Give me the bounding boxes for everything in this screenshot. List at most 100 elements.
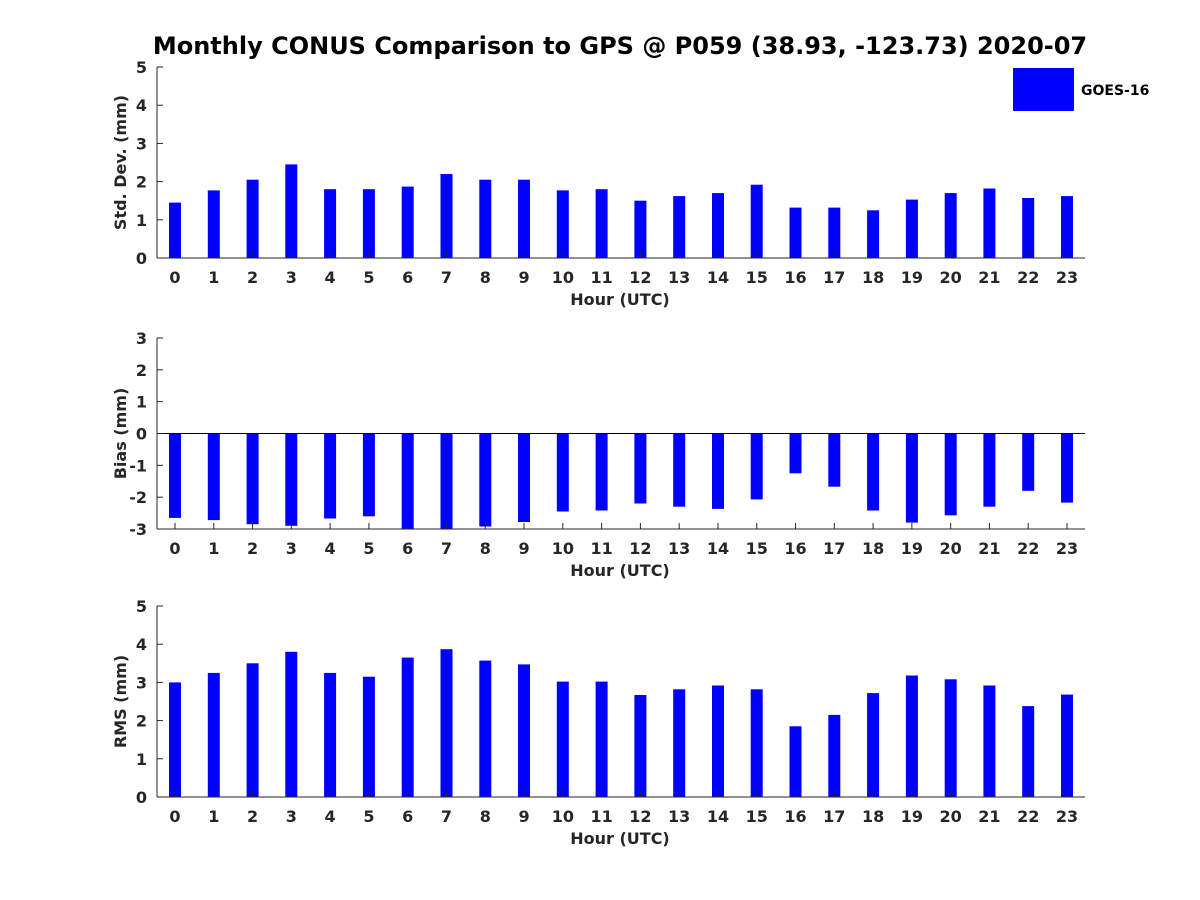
y-tick-label: 5 xyxy=(136,597,147,616)
bar-hour-13 xyxy=(673,689,686,797)
bar-hour-18 xyxy=(867,210,880,259)
x-tick-label: 13 xyxy=(668,807,690,826)
y-axis-label: RMS (mm) xyxy=(111,655,130,748)
x-tick-label: 0 xyxy=(169,268,180,287)
x-tick-label: 15 xyxy=(746,539,768,558)
bar-hour-8 xyxy=(479,433,492,527)
x-tick-label: 0 xyxy=(169,539,180,558)
legend-label: GOES-16 xyxy=(1081,83,1149,99)
x-tick-label: 20 xyxy=(940,807,962,826)
x-tick-label: 11 xyxy=(590,268,612,287)
x-tick-label: 5 xyxy=(363,539,374,558)
bar-hour-17 xyxy=(828,433,841,487)
x-tick-label: 4 xyxy=(325,807,336,826)
legend-swatch xyxy=(1013,68,1074,111)
bar-hour-20 xyxy=(944,433,957,516)
bar-hour-12 xyxy=(634,433,647,504)
bar-hour-9 xyxy=(518,433,530,522)
bar-hour-11 xyxy=(595,681,608,797)
bar-hour-6 xyxy=(401,657,414,797)
x-tick-label: 4 xyxy=(325,268,336,287)
y-tick-label: 1 xyxy=(136,393,147,412)
bar-hour-23 xyxy=(1061,433,1073,503)
x-tick-label: 18 xyxy=(862,807,884,826)
x-tick-label: 4 xyxy=(325,539,336,558)
bar-hour-10 xyxy=(556,681,569,797)
x-tick-label: 11 xyxy=(590,539,612,558)
x-tick-label: 18 xyxy=(862,268,884,287)
bar-hour-4 xyxy=(324,189,337,258)
y-tick-label: 2 xyxy=(136,173,147,192)
bar-hour-16 xyxy=(789,433,802,474)
x-tick-label: 1 xyxy=(208,268,219,287)
x-tick-label: 1 xyxy=(208,539,219,558)
x-tick-label: 16 xyxy=(784,268,806,287)
x-tick-label: 20 xyxy=(940,539,962,558)
bar-hour-20 xyxy=(944,679,957,797)
bar-hour-12 xyxy=(634,695,647,797)
y-tick-label: 2 xyxy=(136,712,147,731)
x-tick-label: 19 xyxy=(901,268,923,287)
bar-hour-2 xyxy=(246,433,259,525)
x-tick-label: 15 xyxy=(746,268,768,287)
y-tick-label: -1 xyxy=(129,456,147,475)
bar-hour-12 xyxy=(634,200,647,258)
x-tick-label: 11 xyxy=(590,807,612,826)
x-tick-label: 1 xyxy=(208,807,219,826)
bar-hour-11 xyxy=(595,189,608,258)
x-tick-label: 17 xyxy=(823,807,845,826)
x-tick-label: 21 xyxy=(978,539,1000,558)
bar-hour-14 xyxy=(712,685,724,797)
x-tick-label: 22 xyxy=(1017,807,1039,826)
x-tick-label: 8 xyxy=(480,807,491,826)
x-tick-label: 14 xyxy=(707,807,729,826)
x-tick-label: 20 xyxy=(940,268,962,287)
y-tick-label: 3 xyxy=(136,673,147,692)
x-tick-label: 10 xyxy=(552,268,574,287)
bar-hour-5 xyxy=(362,189,375,258)
bar-hour-17 xyxy=(828,714,841,797)
x-tick-label: 9 xyxy=(518,539,529,558)
x-tick-label: 18 xyxy=(862,539,884,558)
y-tick-label: 5 xyxy=(136,58,147,77)
bar-hour-23 xyxy=(1061,196,1073,258)
bar-hour-7 xyxy=(440,649,453,797)
x-tick-label: 9 xyxy=(518,268,529,287)
bar-hour-22 xyxy=(1022,433,1035,491)
x-tick-label: 6 xyxy=(402,807,413,826)
bar-hour-2 xyxy=(246,663,259,797)
x-axis-label: Hour (UTC) xyxy=(570,561,670,580)
bar-hour-4 xyxy=(324,433,337,519)
x-tick-label: 5 xyxy=(363,807,374,826)
x-axis-label: Hour (UTC) xyxy=(570,290,670,309)
bar-hour-2 xyxy=(246,179,259,258)
bar-hour-13 xyxy=(673,196,686,258)
x-tick-label: 7 xyxy=(441,268,452,287)
bar-hour-8 xyxy=(479,179,492,258)
x-tick-label: 12 xyxy=(629,807,651,826)
x-tick-label: 19 xyxy=(901,807,923,826)
x-tick-label: 17 xyxy=(823,268,845,287)
y-tick-label: -3 xyxy=(129,520,147,539)
x-tick-label: 3 xyxy=(286,807,297,826)
bar-hour-7 xyxy=(440,433,453,529)
bar-hour-5 xyxy=(362,433,375,517)
x-tick-label: 23 xyxy=(1056,539,1078,558)
x-tick-label: 14 xyxy=(707,539,729,558)
y-tick-label: -2 xyxy=(129,488,147,507)
bar-hour-3 xyxy=(285,164,298,258)
x-tick-label: 12 xyxy=(629,539,651,558)
y-axis-label: Std. Dev. (mm) xyxy=(111,95,130,230)
x-tick-label: 22 xyxy=(1017,539,1039,558)
bar-hour-11 xyxy=(595,433,608,511)
x-tick-label: 3 xyxy=(286,539,297,558)
bar-hour-3 xyxy=(285,651,298,797)
x-tick-label: 19 xyxy=(901,539,923,558)
x-tick-label: 9 xyxy=(518,807,529,826)
